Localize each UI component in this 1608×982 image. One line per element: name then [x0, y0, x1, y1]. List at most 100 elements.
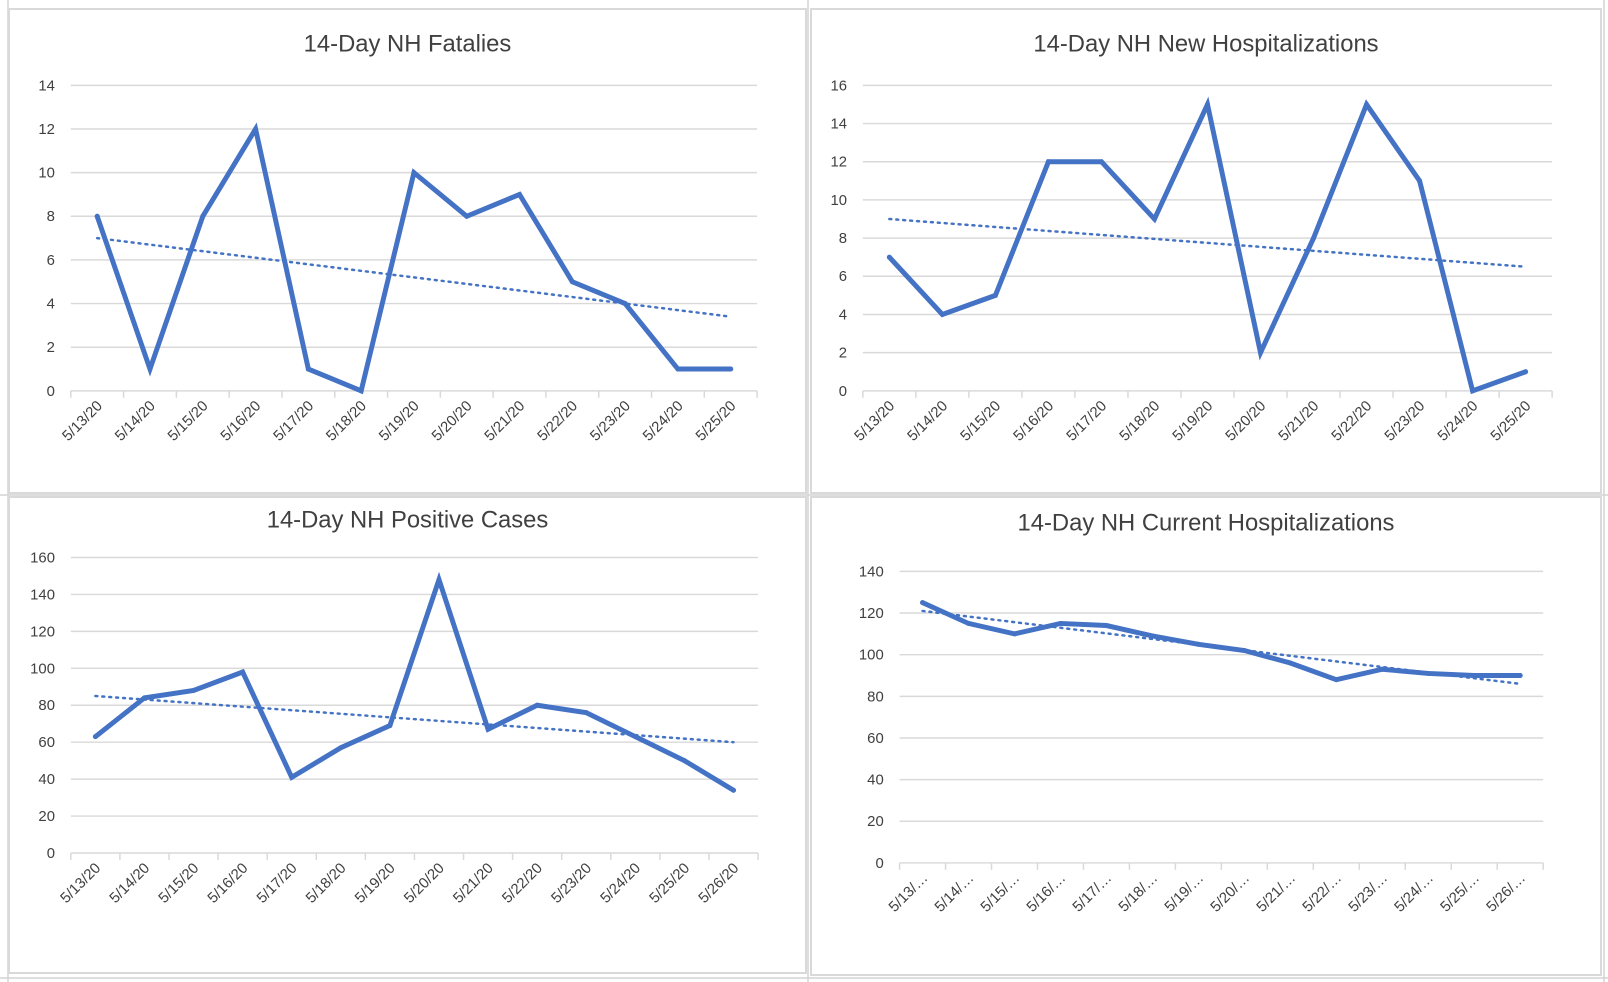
y-tick-label: 60 — [38, 735, 55, 751]
x-tick-label: 5/17/20 — [254, 860, 300, 906]
data-point — [728, 366, 734, 372]
data-point — [1417, 178, 1423, 184]
x-tick-label: 5/18/… — [1116, 870, 1161, 915]
x-tick-label: 5/26/20 — [696, 860, 742, 906]
data-point — [534, 702, 540, 708]
x-tick-label: 5/20/… — [1208, 870, 1253, 915]
x-tick-label: 5/25/20 — [693, 398, 739, 444]
y-tick-label: 10 — [830, 193, 847, 209]
y-tick-label: 120 — [859, 606, 884, 622]
chart-fatalities[interactable]: 14-Day NH Fatalies 0 2 4 6 8 10 12 14 5/13/20 5/14… — [8, 8, 807, 494]
x-tick-label: 5/21/20 — [450, 860, 496, 906]
data-point — [1045, 159, 1051, 165]
x-tick-label: 5/24/20 — [640, 398, 686, 444]
x-tick-label: 5/17/20 — [1064, 398, 1110, 444]
x-tick-label: 5/22/… — [1300, 870, 1345, 915]
chart-svg: 14-Day NH Current Hospitalizations 0 20 40 6… — [859, 510, 1544, 916]
y-tick-label: 4 — [839, 307, 847, 323]
x-tick-label: 5/13/20 — [852, 398, 898, 444]
data-point — [338, 745, 344, 751]
chart-positive-cases[interactable]: 14-Day NH Positive Cases 0 20 40 60 80 100 120 1… — [8, 496, 807, 974]
data-point — [411, 170, 417, 176]
data-point — [1149, 633, 1155, 639]
x-tick-label: 5/20/20 — [1223, 398, 1269, 444]
data-point — [583, 710, 589, 716]
x-tick-label: 5/13/20 — [60, 398, 106, 444]
y-tick-label: 80 — [867, 689, 884, 705]
data-point — [622, 301, 628, 307]
x-tick-label: 5/21/20 — [1276, 398, 1322, 444]
y-tick-label: 2 — [47, 340, 55, 356]
x-tick-label: 5/16/… — [1024, 870, 1069, 915]
data-point — [886, 254, 892, 260]
y-tick-label: 160 — [30, 550, 55, 566]
chart-current-hospitalizations[interactable]: 14-Day NH Current Hospitalizations 0 20 40 6… — [810, 496, 1602, 976]
x-tick-label: 5/16/20 — [1011, 398, 1057, 444]
x-tick-label: 5/14/… — [932, 870, 977, 915]
x-tick-label: 5/19/… — [1162, 870, 1207, 915]
x-tick-label: 5/14/20 — [112, 398, 158, 444]
data-point — [147, 366, 153, 372]
data-point — [289, 774, 295, 780]
y-tick-label: 0 — [839, 384, 847, 400]
y-tick-label: 2 — [839, 346, 847, 362]
data-point — [939, 311, 945, 317]
x-tick-label: 5/22/20 — [535, 398, 581, 444]
chart-title: 14-Day NH New Hospitalizations — [1033, 31, 1378, 58]
x-tick-label: 5/23/20 — [588, 398, 634, 444]
data-point — [675, 366, 681, 372]
trendline — [94, 694, 735, 744]
x-tick-label: 5/25/… — [1438, 870, 1483, 915]
data-point — [966, 620, 972, 626]
y-tick-label: 0 — [47, 846, 55, 862]
trendline — [888, 217, 1527, 268]
data-point — [387, 723, 393, 729]
x-tick-label: 5/22/20 — [1329, 398, 1375, 444]
chart-new-hospitalizations[interactable]: 14-Day NH New Hospitalizations 0 2 4 6 8 10 12 1… — [810, 8, 1602, 494]
data-point — [1151, 216, 1157, 222]
trendline — [921, 609, 1522, 686]
x-tick-label: 5/20/20 — [429, 398, 475, 444]
y-tick-label: 60 — [867, 731, 884, 747]
data-point — [1258, 350, 1263, 356]
data-point — [1205, 101, 1210, 107]
x-tick-label: 5/15/20 — [165, 398, 211, 444]
x-tick-label: 5/15/20 — [156, 860, 202, 906]
y-tick-label: 6 — [839, 269, 847, 285]
x-tick-label: 5/19/20 — [1170, 398, 1216, 444]
x-tick-label: 5/22/20 — [500, 860, 546, 906]
data-point — [1471, 673, 1477, 678]
x-tick-label: 5/14/20 — [905, 398, 951, 444]
y-tick-label: 14 — [38, 78, 55, 94]
y-tick-label: 100 — [859, 648, 884, 664]
x-tick-label: 5/18/20 — [303, 860, 349, 906]
y-tick-label: 100 — [30, 661, 55, 677]
y-tick-label: 40 — [867, 773, 884, 789]
x-tick-label: 5/15/20 — [958, 398, 1004, 444]
data-point — [485, 726, 491, 732]
x-tick-label: 5/19/20 — [352, 860, 398, 906]
y-tick-label: 4 — [47, 297, 55, 313]
y-tick-label: 16 — [830, 78, 847, 94]
chart-svg: 14-Day NH New Hospitalizations 0 2 4 6 8 10 12 1… — [830, 31, 1553, 445]
data-point — [920, 600, 926, 606]
x-tick-label: 5/16/20 — [205, 860, 251, 906]
data-point — [358, 388, 364, 394]
data-point — [436, 577, 442, 583]
data-point — [681, 758, 687, 764]
x-tick-label: 5/24/… — [1392, 870, 1437, 915]
data-point — [1103, 623, 1109, 629]
x-tick-label: 5/26/… — [1484, 870, 1529, 915]
data-point — [1311, 235, 1317, 241]
x-tick-label: 5/24/20 — [1435, 398, 1481, 444]
chart-title: 14-Day NH Current Hospitalizations — [1018, 510, 1395, 537]
y-tick-label: 80 — [38, 698, 55, 714]
x-tick-label: 5/19/20 — [376, 398, 422, 444]
data-point — [569, 279, 575, 285]
y-tick-label: 40 — [38, 772, 55, 788]
y-tick-label: 8 — [47, 209, 55, 225]
data-point — [1517, 673, 1523, 678]
x-tick-label: 5/23/20 — [549, 860, 595, 906]
y-tick-label: 140 — [30, 587, 55, 603]
trendline — [95, 236, 732, 318]
